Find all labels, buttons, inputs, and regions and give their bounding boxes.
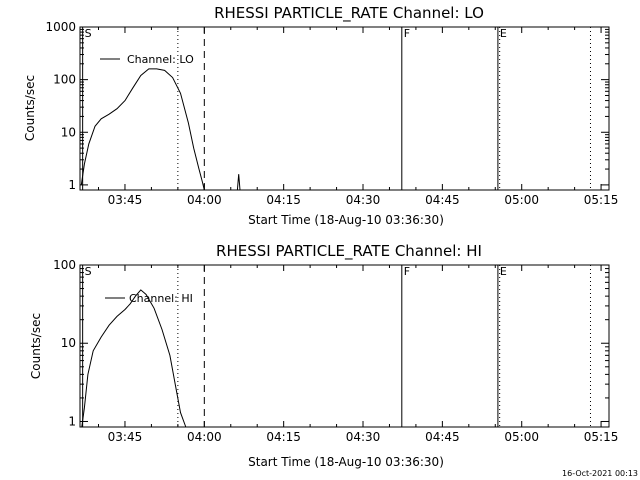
panel-hi-xtick-label: 03:45 (108, 430, 143, 444)
panel-hi-legend-label: Channel: HI (129, 292, 193, 305)
panel-lo: RHESSI PARTICLE_RATE Channel: LO 03:45 04… (23, 4, 618, 227)
panel-hi-xtick-label: 05:15 (584, 430, 619, 444)
panel-hi-xtick-label: 04:00 (187, 430, 222, 444)
panel-lo-xtick-label: 05:00 (504, 193, 539, 207)
panel-lo-legend: Channel: LO (100, 53, 194, 66)
panel-hi-marker-label-e: E (500, 265, 507, 278)
panel-hi-marker-label-f: F (404, 265, 410, 278)
panel-hi-xtick-label: 04:30 (346, 430, 381, 444)
panel-hi-marker-label-s: S (85, 265, 92, 278)
panel-hi-legend: Channel: HI (105, 292, 193, 305)
panel-hi-xlabel: Start Time (18-Aug-10 03:36:30) (248, 455, 444, 469)
panel-hi-ytick-label: 10 (61, 336, 76, 350)
panel-lo-marker-label-f: F (404, 27, 410, 40)
panel-lo-series-0 (80, 68, 205, 191)
footer-timestamp: 16-Oct-2021 00:13 (562, 469, 638, 478)
panel-hi-xtick-label: 04:45 (425, 430, 460, 444)
panel-lo-marker-label-s: S (85, 27, 92, 40)
panel-hi-ytick-label: 1 (68, 414, 76, 428)
panel-lo-ylabel: Counts/sec (23, 75, 37, 141)
panel-lo-xtick-label: 04:00 (187, 193, 222, 207)
panel-hi-xtick-label: 05:00 (504, 430, 539, 444)
panel-lo-title: RHESSI PARTICLE_RATE Channel: LO (214, 4, 484, 23)
panel-hi-xtick-label: 04:15 (266, 430, 301, 444)
panel-lo-series-1 (236, 174, 241, 191)
panel-lo-ytick-label: 100 (53, 73, 76, 87)
panel-lo-marker-label-e: E (500, 27, 507, 40)
panel-hi-ylabel: Counts/sec (29, 313, 43, 379)
panel-lo-frame (79, 26, 610, 191)
panel-hi-frame (79, 264, 610, 428)
panel-lo-xlabel: Start Time (18-Aug-10 03:36:30) (248, 213, 444, 227)
panel-lo-xtick-label: 03:45 (108, 193, 143, 207)
panel-hi: RHESSI PARTICLE_RATE Channel: HI 03:45 04… (29, 242, 618, 469)
panel-lo-legend-label: Channel: LO (127, 53, 194, 66)
panel-lo-ytick-label: 1 (68, 178, 76, 192)
panel-lo-ytick-label: 1000 (45, 20, 76, 34)
panel-hi-series-0 (81, 289, 187, 428)
panel-hi-title: RHESSI PARTICLE_RATE Channel: HI (216, 242, 482, 261)
panel-hi-plot: 03:45 04:00 04:15 04:30 04:45 05:00 05:15 1 10 10… (53, 258, 618, 444)
panel-lo-xtick-label: 04:15 (266, 193, 301, 207)
panel-lo-xtick-label: 04:30 (346, 193, 381, 207)
panel-hi-ytick-label: 100 (53, 258, 76, 272)
panel-lo-xtick-label: 05:15 (584, 193, 619, 207)
panel-lo-plot: 03:45 04:00 04:15 04:30 04:45 05:00 05:15 1 10 10… (45, 20, 618, 207)
panel-lo-ytick-label: 10 (61, 125, 76, 139)
panel-lo-xtick-label: 04:45 (425, 193, 460, 207)
